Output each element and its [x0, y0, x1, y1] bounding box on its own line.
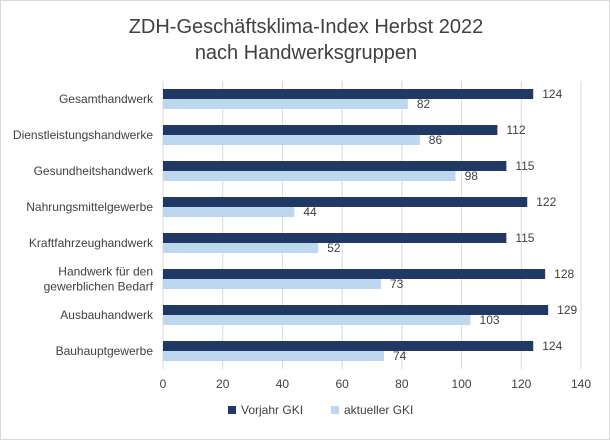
chart-title: ZDH-Geschäftsklima-Index Herbst 2022 nac…	[129, 16, 484, 64]
bar-vorjahr	[163, 305, 549, 315]
x-tick-label: 80	[395, 377, 409, 391]
bars	[163, 89, 549, 361]
x-tick-label: 100	[452, 377, 472, 391]
bar-aktuell	[163, 99, 408, 109]
category-label: Handwerk für den	[58, 265, 153, 279]
data-label: 52	[327, 241, 341, 255]
bar-vorjahr	[163, 89, 534, 99]
category-label: Ausbauhandwerk	[60, 308, 154, 322]
chart-title-line-2: nach Handwerksgruppen	[195, 42, 417, 64]
x-tick-label: 140	[571, 377, 591, 391]
data-label: 124	[542, 339, 562, 353]
data-label: 115	[515, 231, 534, 245]
data-label: 44	[303, 205, 317, 219]
legend-label: Vorjahr GKI	[241, 403, 303, 417]
x-tick-label: 20	[216, 377, 230, 391]
x-tick-label: 0	[160, 377, 167, 391]
data-label: 82	[417, 97, 431, 111]
data-label: 112	[506, 123, 525, 137]
x-tick-label: 60	[335, 377, 349, 391]
category-labels: Gesamthandwerk Dienstleistungshandwerke Ge…	[13, 92, 154, 358]
legend-swatch	[331, 406, 339, 414]
legend-label: aktueller GKI	[344, 403, 413, 417]
bar-vorjahr	[163, 341, 534, 351]
data-label: 128	[554, 267, 574, 281]
bar-aktuell	[163, 207, 295, 217]
category-label: Gesundheitshandwerk	[34, 164, 154, 178]
bar-aktuell	[163, 351, 384, 361]
legend: Vorjahr GKI aktueller GKI	[228, 403, 413, 417]
data-labels: 124 82 112 86 115 98 122 44 115 52 128 73 129 103 124 7…	[303, 87, 577, 363]
bar-aktuell	[163, 171, 456, 181]
data-label: 73	[390, 277, 404, 291]
data-label: 74	[393, 349, 407, 363]
category-label: Dienstleistungshandwerke	[13, 128, 153, 142]
chart-title-line-1: ZDH-Geschäftsklima-Index Herbst 2022	[129, 16, 484, 38]
bar-vorjahr	[163, 269, 546, 279]
x-tick-label: 40	[276, 377, 290, 391]
x-axis-ticks: 0 20 40 60 80 100 120 140	[160, 377, 592, 391]
bar-vorjahr	[163, 197, 528, 207]
data-label: 98	[465, 169, 479, 183]
bar-aktuell	[163, 279, 381, 289]
bar-aktuell	[163, 135, 420, 145]
category-label: gewerblichen Bedarf	[44, 280, 154, 294]
category-label: Nahrungsmittelgewerbe	[26, 200, 153, 214]
data-label: 115	[515, 159, 534, 173]
data-label: 122	[536, 195, 556, 209]
bar-aktuell	[163, 243, 319, 253]
legend-swatch	[228, 406, 236, 414]
category-label: Gesamthandwerk	[59, 92, 154, 106]
data-label: 124	[542, 87, 562, 101]
bar-vorjahr	[163, 161, 507, 171]
category-label: Kraftfahrzeughandwerk	[29, 236, 154, 250]
data-label: 86	[429, 133, 443, 147]
bar-vorjahr	[163, 233, 507, 243]
bar-aktuell	[163, 315, 471, 325]
x-tick-label: 120	[511, 377, 531, 391]
bar-vorjahr	[163, 125, 498, 135]
data-label: 103	[480, 313, 500, 327]
category-label: Bauhauptgewerbe	[56, 344, 154, 358]
data-label: 129	[557, 303, 577, 317]
